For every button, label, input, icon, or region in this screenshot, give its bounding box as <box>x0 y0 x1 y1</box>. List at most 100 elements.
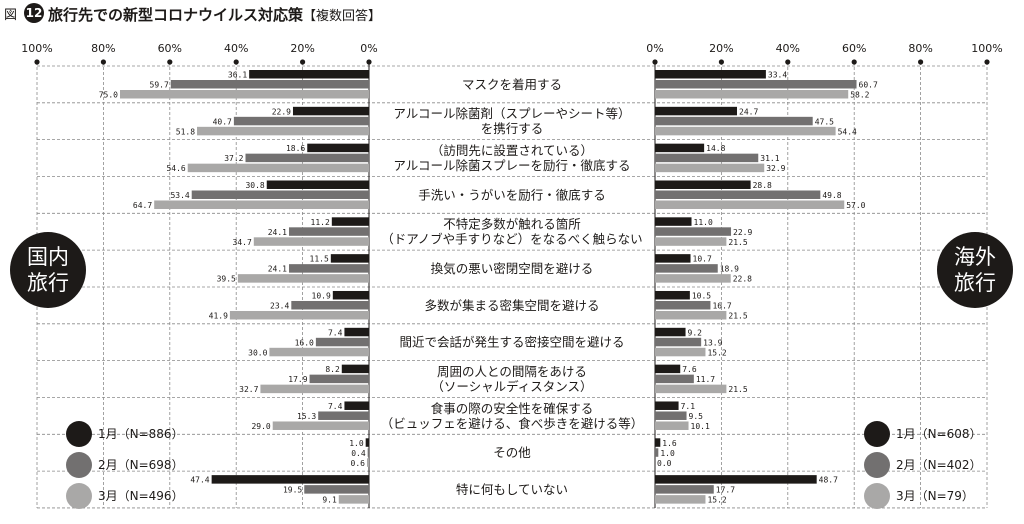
category-label: マスクを着用する <box>462 77 562 92</box>
bar-domestic <box>367 458 369 467</box>
tick-label: 40% <box>776 42 800 55</box>
bar-domestic <box>249 70 369 79</box>
bar-domestic <box>229 310 369 320</box>
value-label-overseas: 18.9 <box>720 265 739 274</box>
value-label-domestic: 54.6 <box>166 164 185 173</box>
value-label-overseas: 17.7 <box>716 486 735 495</box>
bar-overseas <box>655 116 813 126</box>
bar-overseas <box>655 217 692 226</box>
tick-dot <box>851 59 857 65</box>
tick-label: 40% <box>224 42 248 55</box>
legend-swatch-feb <box>864 451 890 478</box>
bar-domestic <box>233 116 369 126</box>
category-label: アルコール除菌スプレーを励行・徹底する <box>393 158 630 173</box>
bar-overseas <box>655 310 727 320</box>
value-label-domestic: 36.1 <box>228 71 247 80</box>
bar-overseas <box>655 237 727 246</box>
tick-label: 80% <box>91 42 115 55</box>
legend-swatch-mar <box>864 482 890 509</box>
legend-item-overseas-jan: 1月（N=608） <box>864 418 1014 449</box>
category-label-bg <box>371 140 653 176</box>
value-label-domestic: 19.5 <box>283 486 302 495</box>
bar-overseas <box>655 264 718 273</box>
tick-dot <box>718 59 725 65</box>
value-label-domestic: 39.5 <box>217 275 236 284</box>
value-label-overseas: 9.2 <box>688 328 703 337</box>
value-label-domestic: 37.2 <box>224 154 243 163</box>
bar-domestic <box>344 327 369 337</box>
value-label-overseas: 21.5 <box>728 385 747 394</box>
value-label-domestic: 17.9 <box>288 375 307 384</box>
bar-overseas <box>655 190 821 199</box>
bar-overseas <box>655 347 706 357</box>
legend-item-overseas-mar: 3月（N=79） <box>864 480 1014 511</box>
bar-overseas <box>655 70 766 79</box>
tick-dot <box>233 59 239 65</box>
value-label-overseas: 1.6 <box>662 439 677 448</box>
bar-overseas <box>655 254 691 263</box>
bar-overseas <box>655 411 687 420</box>
bar-overseas <box>655 401 679 410</box>
value-label-domestic: 51.8 <box>176 127 195 136</box>
tick-dot <box>785 59 791 65</box>
value-label-domestic: 53.4 <box>170 191 189 200</box>
value-label-domestic: 11.2 <box>311 218 330 227</box>
bar-overseas <box>655 90 849 99</box>
bar-overseas <box>655 485 714 494</box>
bar-domestic <box>338 495 369 504</box>
value-label-domestic: 64.7 <box>133 201 152 210</box>
category-label-bg <box>371 398 653 434</box>
bar-domestic <box>266 180 369 189</box>
bar-domestic <box>367 448 369 457</box>
value-label-overseas: 16.7 <box>712 301 731 310</box>
tick-dot <box>167 59 173 65</box>
tick-label: 100% <box>971 42 1002 55</box>
bar-domestic <box>245 153 369 163</box>
value-label-overseas: 28.8 <box>753 181 772 190</box>
overseas-travel-badge: 海外旅行 <box>937 232 1013 308</box>
category-label-bg <box>371 472 653 507</box>
tick-dot <box>984 59 990 65</box>
category-label: 周囲の人との間隔をあける <box>437 364 587 379</box>
bar-overseas <box>655 126 836 136</box>
bar-overseas <box>655 143 705 153</box>
chart-title: 旅行先での新型コロナウイルス対応策【複数回答】 <box>48 4 381 25</box>
legend-label: 2月（N=402） <box>896 458 982 472</box>
bar-overseas <box>655 448 659 457</box>
value-label-overseas: 9.5 <box>689 412 704 421</box>
bar-overseas <box>655 153 759 163</box>
category-label-bg <box>371 324 653 360</box>
bar-overseas <box>655 327 686 337</box>
bar-domestic <box>260 384 369 394</box>
bar-overseas <box>655 106 738 116</box>
bar-overseas <box>655 438 661 447</box>
category-label-bg <box>371 361 653 397</box>
value-label-domestic: 8.2 <box>325 365 340 374</box>
value-label-overseas: 58.2 <box>850 91 869 100</box>
value-label-domestic: 10.9 <box>312 291 331 300</box>
bar-overseas <box>655 200 845 209</box>
value-label-overseas: 54.4 <box>838 127 857 136</box>
value-label-domestic: 24.1 <box>268 265 287 274</box>
bar-overseas <box>655 227 732 236</box>
tick-dot <box>34 59 40 65</box>
value-label-domestic: 23.4 <box>270 301 289 310</box>
bar-domestic <box>154 200 369 209</box>
category-label-bg <box>371 103 653 139</box>
value-label-overseas: 1.0 <box>660 449 675 458</box>
bar-domestic <box>318 411 369 420</box>
value-label-overseas: 21.5 <box>728 311 747 320</box>
overseas-travel-label: 海外旅行 <box>954 245 996 295</box>
tick-label: 100% <box>21 42 52 55</box>
value-label-domestic: 41.9 <box>209 311 228 320</box>
value-label-overseas: 32.9 <box>766 164 785 173</box>
value-label-overseas: 57.0 <box>846 201 865 210</box>
value-label-domestic: 0.4 <box>351 449 366 458</box>
bar-domestic <box>365 438 369 447</box>
bar-overseas <box>655 300 711 310</box>
bar-domestic <box>187 163 369 173</box>
value-label-overseas: 48.7 <box>819 476 838 485</box>
category-label: その他 <box>493 445 531 460</box>
legend-item-domestic-feb: 2月（N=698） <box>66 449 216 480</box>
value-label-domestic: 16.0 <box>295 338 314 347</box>
